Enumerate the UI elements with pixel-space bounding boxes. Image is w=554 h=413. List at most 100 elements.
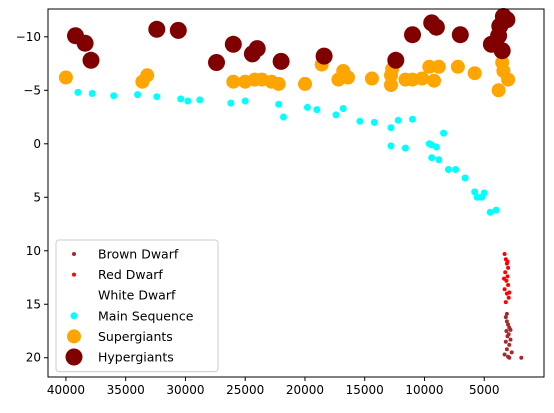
red-dwarf-point-11 bbox=[503, 300, 508, 305]
supergiants-point-3 bbox=[226, 74, 241, 89]
main-sequence-point-21 bbox=[401, 144, 409, 152]
y-tick-label-4: 10 bbox=[26, 244, 41, 258]
main-sequence-point-18 bbox=[387, 124, 395, 132]
main-sequence-point-26 bbox=[428, 154, 436, 162]
hypergiants-point-12 bbox=[404, 26, 421, 44]
red-dwarf-point-5 bbox=[505, 274, 510, 279]
main-sequence-point-5 bbox=[177, 95, 185, 103]
data-points bbox=[58, 8, 524, 360]
brown-dwarf-point-2 bbox=[506, 322, 511, 327]
main-sequence-point-3 bbox=[134, 91, 142, 99]
legend-marker-white-dwarf bbox=[72, 293, 76, 298]
brown-dwarf-point-0 bbox=[503, 315, 508, 320]
supergiants-point-24 bbox=[450, 59, 465, 74]
legend-marker-hypergiants bbox=[65, 348, 83, 366]
main-sequence-point-14 bbox=[332, 111, 340, 119]
legend: Brown Dwarf Red Dwarf White Dwarf Main Sequ… bbox=[55, 239, 219, 373]
main-sequence-point-2 bbox=[110, 92, 118, 100]
x-tick-label-1: 35000 bbox=[107, 383, 145, 397]
main-sequence-point-8 bbox=[227, 99, 235, 107]
main-sequence-point-29 bbox=[444, 166, 452, 173]
brown-dwarf-point-16 bbox=[508, 327, 513, 332]
red-dwarf-point-14 bbox=[507, 290, 512, 295]
hypergiants-point-9 bbox=[272, 52, 290, 70]
main-sequence-point-0 bbox=[74, 88, 82, 96]
main-sequence-point-4 bbox=[153, 93, 161, 101]
legend-marker-main-sequence bbox=[70, 312, 78, 320]
x-tick-label-3: 25000 bbox=[226, 383, 264, 397]
x-tick-label-4: 20000 bbox=[286, 383, 324, 397]
main-sequence-point-9 bbox=[241, 97, 249, 105]
supergiants-point-15 bbox=[384, 78, 398, 92]
x-tick-label-2: 30000 bbox=[166, 383, 204, 397]
y-tick-label-5: 15 bbox=[26, 297, 41, 311]
brown-dwarf-point-12 bbox=[502, 352, 507, 357]
hypergiants-point-20 bbox=[493, 42, 511, 60]
legend-label-brown-dwarf: Brown Dwarf bbox=[98, 247, 179, 262]
supergiants-point-9 bbox=[298, 76, 312, 91]
legend-box bbox=[55, 239, 219, 373]
red-dwarf-point-10 bbox=[506, 295, 511, 300]
main-sequence-point-15 bbox=[339, 105, 347, 112]
supergiants-point-13 bbox=[341, 70, 355, 85]
legend-label-hypergiants: Hypergiants bbox=[98, 350, 174, 365]
y-axis: −10 −5 0 5 10 15 20 bbox=[16, 30, 48, 365]
hypergiants-point-6 bbox=[224, 35, 242, 53]
main-sequence-point-17 bbox=[370, 118, 378, 126]
hypergiants-point-4 bbox=[169, 21, 187, 39]
main-sequence-point-16 bbox=[356, 117, 364, 125]
main-sequence-point-33 bbox=[473, 193, 481, 201]
plot-area-frame bbox=[47, 8, 545, 378]
brown-dwarf-point-1 bbox=[504, 319, 509, 324]
red-dwarf-point-7 bbox=[506, 283, 511, 287]
hypergiants-point-21 bbox=[498, 11, 516, 29]
main-sequence-point-7 bbox=[196, 96, 204, 104]
legend-label-red-dwarf: Red Dwarf bbox=[98, 267, 163, 282]
supergiants-point-23 bbox=[431, 59, 446, 74]
supergiants-point-8 bbox=[271, 76, 286, 91]
main-sequence-point-13 bbox=[313, 106, 321, 114]
legend-marker-red-dwarf bbox=[72, 272, 76, 277]
supergiants-point-2 bbox=[140, 68, 155, 83]
red-dwarf-point-8 bbox=[502, 287, 507, 292]
red-dwarf-point-0 bbox=[502, 252, 507, 256]
main-sequence-point-19 bbox=[387, 142, 395, 150]
red-dwarf-point-12 bbox=[505, 259, 510, 264]
x-tick-label-5: 15000 bbox=[346, 383, 384, 397]
brown-dwarf-point-14 bbox=[507, 355, 512, 360]
brown-dwarf-point-15 bbox=[519, 355, 524, 360]
main-sequence-point-1 bbox=[88, 90, 96, 97]
red-dwarf-point-3 bbox=[506, 265, 511, 270]
main-sequence-point-20 bbox=[394, 116, 402, 124]
hypergiants-point-15 bbox=[451, 26, 469, 44]
red-dwarf-point-4 bbox=[503, 270, 508, 275]
main-sequence-point-31 bbox=[461, 174, 469, 182]
main-sequence-point-12 bbox=[303, 103, 311, 111]
brown-dwarf-point-10 bbox=[504, 347, 509, 352]
y-tick-label-0: −10 bbox=[16, 30, 41, 44]
brown-dwarf-point-7 bbox=[508, 337, 513, 342]
main-sequence-point-10 bbox=[275, 100, 283, 108]
brown-dwarf-point-17 bbox=[504, 311, 509, 316]
supergiants-point-28 bbox=[501, 72, 516, 87]
y-tick-label-2: 0 bbox=[33, 137, 41, 151]
main-sequence-point-6 bbox=[184, 97, 192, 105]
y-tick-label-3: 5 bbox=[33, 190, 41, 204]
x-tick-label-7: 5000 bbox=[469, 383, 500, 397]
legend-label-supergiants: Supergiants bbox=[98, 329, 173, 344]
hypergiants-point-14 bbox=[427, 18, 445, 36]
main-sequence-point-25 bbox=[432, 143, 440, 151]
x-tick-label-6: 10000 bbox=[405, 383, 443, 397]
main-sequence-point-35 bbox=[480, 189, 488, 197]
x-tick-label-0: 40000 bbox=[47, 383, 85, 397]
legend-marker-brown-dwarf bbox=[72, 252, 76, 256]
legend-label-main-sequence: Main Sequence bbox=[98, 308, 194, 323]
brown-dwarf-point-4 bbox=[504, 329, 509, 333]
y-tick-label-6: 20 bbox=[26, 351, 41, 365]
y-tick-label-1: −5 bbox=[23, 83, 41, 97]
hypergiants-point-11 bbox=[387, 51, 405, 69]
supergiants-point-14 bbox=[364, 71, 379, 86]
main-sequence-point-36 bbox=[486, 208, 494, 216]
main-sequence-point-22 bbox=[409, 115, 416, 123]
